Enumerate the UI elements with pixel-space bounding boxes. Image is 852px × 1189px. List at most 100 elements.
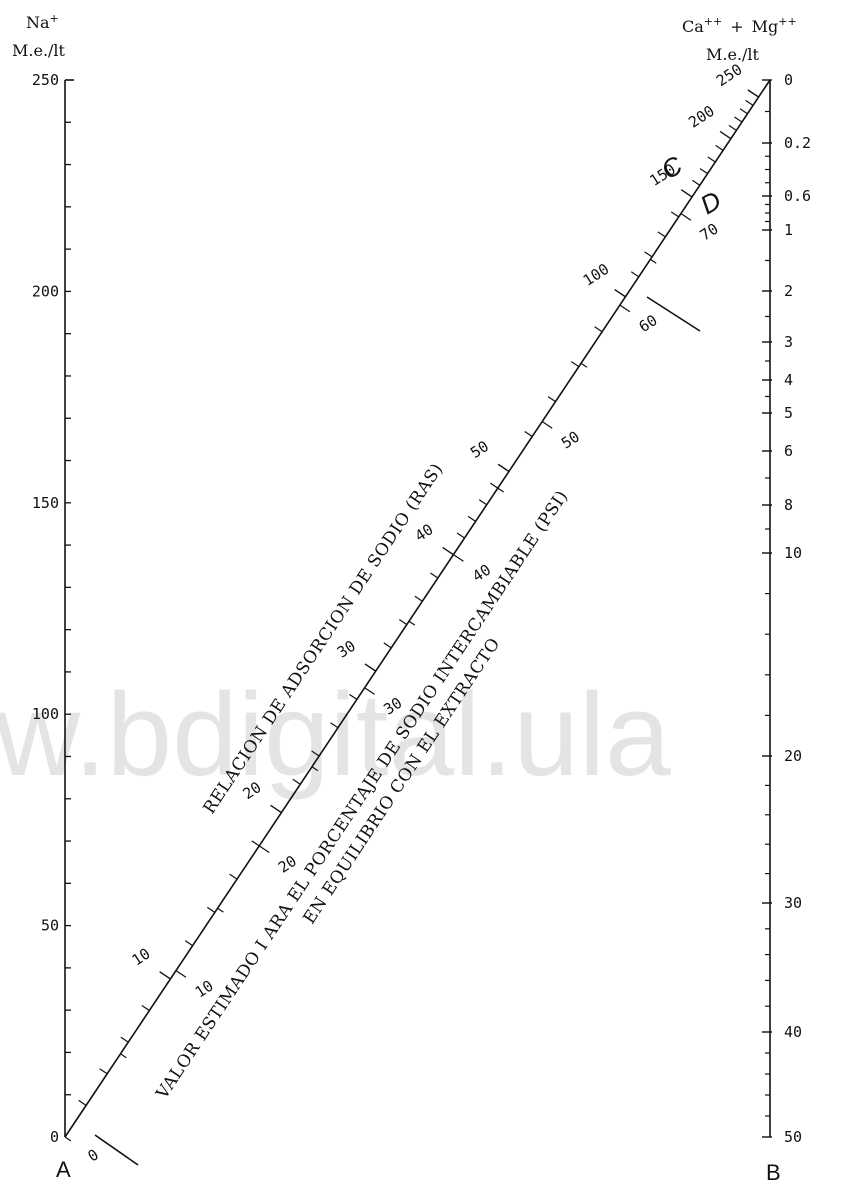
- left-ion-label: Na+: [26, 12, 59, 32]
- ras-minor-tick: [383, 642, 392, 649]
- psi-scale-label: 70: [697, 220, 722, 245]
- ras-major-tick: [364, 663, 377, 672]
- psi-end-marker: [646, 296, 701, 332]
- ras-minor-tick: [292, 778, 301, 785]
- ras-minor-tick: [311, 750, 320, 757]
- psi-tick: [580, 362, 588, 368]
- ras-minor-tick: [78, 1099, 87, 1106]
- ras-scale-label: 200: [685, 102, 718, 132]
- ras-minor-tick: [715, 144, 724, 151]
- left-axis-tick-label: 200: [32, 282, 59, 300]
- right-axis-tick-label: 5: [784, 404, 793, 422]
- right-axis-tick-label: 40: [784, 1023, 802, 1041]
- right-axis-header: Ca++ + Mg++ M.e./lt: [682, 15, 797, 64]
- ras-minor-ticks: [78, 89, 759, 1106]
- ras-minor-tick: [707, 156, 716, 163]
- psi-tick: [619, 304, 631, 313]
- ras-minor-tick: [251, 840, 260, 847]
- ras-minor-tick: [571, 361, 580, 368]
- ras-minor-tick: [467, 515, 476, 522]
- left-axis-tick-label: 150: [32, 494, 59, 512]
- diagonal-scale-line: [64, 79, 771, 1138]
- ras-minor-tick: [594, 326, 603, 333]
- ras-minor-tick: [330, 722, 339, 729]
- ras-minor-tick: [699, 168, 708, 175]
- right-axis-tick-label: 10: [784, 544, 802, 562]
- right-axis-tick-label: 0.6: [784, 187, 811, 205]
- ras-minor-tick: [630, 271, 640, 278]
- right-ion-label: Ca++ + Mg++: [682, 15, 797, 36]
- ras-minor-tick: [456, 532, 465, 539]
- left-axis: 250 200 150 100 50 0 Na+ M.e./lt A: [12, 12, 74, 1182]
- ras-major-tick: [159, 971, 171, 980]
- ras-minor-tick: [349, 693, 358, 700]
- left-axis-tick-label: 250: [32, 71, 59, 89]
- right-axis-tick-labels: 0 0.2 0.6 1 2 3 4 5 6 8 10 20 30 40 50: [784, 71, 811, 1146]
- ras-minor-tick: [414, 595, 423, 602]
- left-axis-tick-label: 50: [41, 917, 59, 935]
- right-axis-tick-label: 6: [784, 442, 793, 460]
- ras-minor-tick: [524, 431, 533, 438]
- ras-minor-tick: [728, 124, 737, 131]
- ras-minor-tick: [691, 179, 701, 186]
- right-axis-tick-label: 50: [784, 1128, 802, 1146]
- ras-scale-label: 100: [580, 260, 613, 290]
- ras-minor-tick: [120, 1036, 129, 1043]
- ras-minor-tick: [229, 873, 238, 880]
- ras-minor-tick: [99, 1068, 108, 1075]
- psi-tick: [364, 687, 375, 695]
- ras-minor-tick: [644, 251, 653, 258]
- right-unit-label: M.e./lt: [706, 45, 760, 64]
- ras-major-tick: [614, 288, 626, 298]
- left-axis-ticks: [65, 121, 71, 1096]
- right-axis-ticks: [762, 79, 772, 1138]
- ras-scale-label: 30: [334, 637, 359, 662]
- right-axis-tick-label: 0.2: [784, 134, 811, 152]
- right-axis: 0 0.2 0.6 1 2 3 4 5 6 8 10 20 30 40 50 Ca++ + Mg++ M.e./…: [682, 15, 811, 1185]
- psi-scale-label: 10: [192, 977, 217, 1002]
- right-axis-tick-label: 3: [784, 333, 793, 351]
- left-axis-tick-label: 100: [32, 705, 59, 723]
- ras-minor-tick: [734, 116, 743, 123]
- ras-major-tick: [747, 89, 759, 98]
- right-axis-tick-label: 1: [784, 221, 793, 239]
- psi-scale-label: 60: [636, 311, 661, 336]
- psi-ticks: [64, 213, 692, 1142]
- ras-minor-tick: [745, 99, 754, 106]
- psi-start-marker: [94, 1134, 139, 1166]
- psi-tick: [650, 258, 657, 264]
- psi-tick: [258, 845, 270, 853]
- psi-scale-label: 0: [85, 1145, 102, 1165]
- right-axis-tick-label: 4: [784, 371, 793, 389]
- left-axis-tick-label: 0: [50, 1128, 59, 1146]
- ras-major-tick: [497, 463, 510, 473]
- right-axis-tick-label: 30: [784, 894, 802, 912]
- ras-scale-label: 50: [467, 437, 492, 462]
- psi-scale-label: 20: [275, 852, 300, 877]
- ras-minor-tick: [489, 482, 499, 489]
- psi-tick: [453, 554, 464, 562]
- ras-major-tick: [719, 130, 732, 140]
- scale-letter-d: D: [695, 185, 726, 220]
- right-axis-tick-label: 0: [784, 71, 793, 89]
- corner-label-b: B: [766, 1160, 781, 1185]
- ras-minor-tick: [206, 906, 216, 913]
- psi-tick: [120, 1053, 127, 1059]
- ras-scale-label: 10: [129, 945, 154, 970]
- ras-minor-tick: [141, 1005, 150, 1012]
- psi-tick: [408, 620, 416, 626]
- ras-minor-tick: [430, 572, 439, 579]
- right-axis-tick-label: 20: [784, 747, 802, 765]
- ras-minor-tick: [739, 108, 748, 115]
- ras-minor-tick: [670, 211, 680, 218]
- ras-major-tick: [270, 804, 282, 814]
- psi-tick: [541, 421, 553, 429]
- psi-tick: [311, 766, 319, 772]
- ras-minor-tick: [478, 499, 488, 506]
- ras-major-tick: [442, 546, 454, 556]
- ras-minor-tick: [184, 940, 193, 947]
- corner-label-a: A: [56, 1157, 71, 1182]
